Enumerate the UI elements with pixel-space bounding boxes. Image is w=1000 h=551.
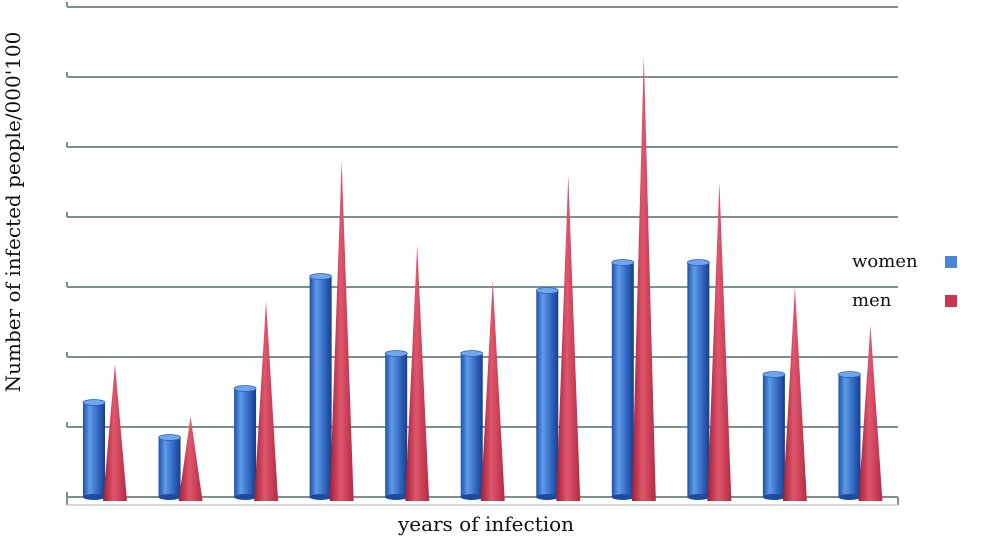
legend: women men: [852, 251, 957, 311]
bar-women: [233, 385, 257, 500]
bar-men: [858, 325, 883, 501]
bar-women: [686, 259, 710, 500]
bar-men: [103, 364, 127, 501]
bar-women: [611, 259, 635, 500]
bar-men: [178, 416, 203, 501]
bar-women: [309, 273, 333, 500]
legend-label: men: [852, 290, 892, 311]
bar-women: [762, 371, 786, 500]
bar-men: [707, 182, 732, 501]
bar-women: [460, 350, 484, 500]
x-axis-title: years of infection: [397, 512, 574, 536]
bar-women: [535, 287, 559, 500]
bar-women: [158, 434, 181, 500]
bar-men: [631, 56, 656, 501]
legend-swatch: [945, 256, 957, 268]
plot-area: [82, 56, 883, 501]
y-axis-title: Number of infected people/000'100: [1, 32, 25, 393]
bar-men: [254, 301, 279, 501]
legend-label: women: [852, 251, 918, 272]
bar-women: [384, 350, 408, 500]
bar-men: [556, 175, 581, 501]
bar-men: [329, 161, 354, 501]
bar-men: [782, 287, 807, 501]
bar-men: [480, 280, 505, 501]
bar-women: [838, 371, 861, 500]
bar-men: [405, 245, 430, 501]
bar-women: [82, 399, 106, 500]
legend-swatch: [945, 295, 957, 307]
